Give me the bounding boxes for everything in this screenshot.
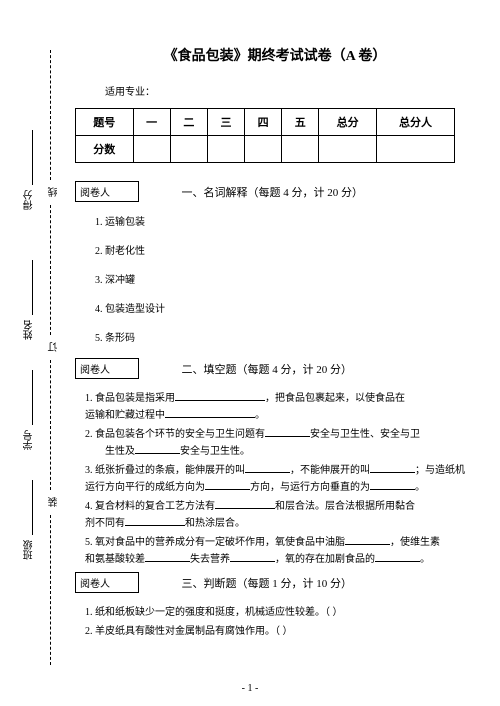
td[interactable] (319, 136, 377, 163)
side-underline (32, 260, 33, 315)
th: 题号 (76, 109, 134, 136)
marker-staple: 装 (47, 495, 62, 509)
side-underline (32, 480, 33, 535)
text: 。 (415, 482, 425, 493)
side-underline (32, 370, 33, 425)
grader-box[interactable]: 阅卷人 (75, 181, 139, 202)
td[interactable] (245, 136, 282, 163)
blank[interactable] (145, 551, 190, 562)
blank[interactable] (205, 479, 250, 490)
text: 。 (255, 410, 265, 421)
marker-line: 线 (47, 185, 62, 199)
side-label-name: 姓名 (22, 320, 37, 340)
subtitle: 适用专业： (75, 83, 475, 98)
td[interactable] (207, 136, 244, 163)
blank[interactable] (165, 407, 255, 418)
q1-3: 3. 深冲罐 (75, 271, 475, 290)
blank[interactable] (125, 515, 185, 526)
text: 安全与卫生性、安全与卫 (310, 429, 420, 440)
text: 运输和贮藏过程中 (85, 410, 165, 421)
q1-5: 5. 条形码 (75, 329, 475, 348)
side-label-class: 班级 (22, 540, 37, 560)
side-label-score: 得分 (22, 190, 37, 210)
section-3-title: 三、判断题（每题 1 分，计 10 分） (182, 575, 353, 591)
text: 。 (420, 554, 430, 565)
binding-sidebar: 线 订 装 得分 姓名 学号 班级 (0, 0, 70, 706)
blank[interactable] (370, 462, 415, 473)
text: 运行方向平行的成纸方向为 (85, 482, 205, 493)
th: 二 (170, 109, 207, 136)
text: 4. 复合材料的复合工艺方法有 (85, 501, 215, 512)
th: 四 (245, 109, 282, 136)
table-row: 分数 (76, 136, 455, 163)
blank[interactable] (345, 534, 390, 545)
text: ，氧的存在加剧食品的 (275, 554, 375, 565)
blank[interactable] (135, 443, 180, 454)
th: 总分 (319, 109, 377, 136)
text: 3. 纸张折叠过的条痕，能伸展开的叫 (85, 465, 245, 476)
q1-2: 2. 耐老化性 (75, 242, 475, 261)
dotted-segment (50, 515, 51, 665)
page-number: - 1 - (0, 683, 500, 694)
td[interactable] (376, 136, 454, 163)
text: ，不能伸展开的叫 (290, 465, 370, 476)
table-row: 题号 一 二 三 四 五 总分 总分人 (76, 109, 455, 136)
th: 五 (282, 109, 319, 136)
td[interactable] (282, 136, 319, 163)
side-label-id: 学号 (22, 430, 37, 450)
blank[interactable] (370, 479, 415, 490)
q2-1: 1. 食品包装是指采用 ，把食品包裹起来，以使食品在 运输和贮藏过程中 。 (75, 390, 475, 424)
q2-5: 5. 氧对食品中的营养成分有一定破坏作用，氧使食品中油脂 ，使维生素 和氨基酸较差… (75, 534, 475, 568)
text: 2. 食品包装各个环节的安全与卫生问题有 (85, 429, 265, 440)
th: 分数 (76, 136, 134, 163)
text: 和层合法。层合法根据所用黏合 (275, 501, 415, 512)
dotted-segment (50, 50, 51, 180)
text: ；与造纸机 (415, 465, 465, 476)
section-1-head: 阅卷人 一、名词解释（每题 4 分，计 20 分） (75, 181, 475, 205)
th: 总分人 (376, 109, 454, 136)
blank[interactable] (245, 462, 290, 473)
blank[interactable] (215, 498, 275, 509)
exam-title: 《食品包装》期终考试试卷（A 卷） (75, 45, 475, 65)
q1-1: 1. 运输包装 (75, 213, 475, 232)
score-table: 题号 一 二 三 四 五 总分 总分人 分数 (75, 108, 455, 163)
text: 安全与卫生性。 (180, 446, 250, 457)
td[interactable] (170, 136, 207, 163)
marker-bind: 订 (47, 340, 62, 354)
q2-4: 4. 复合材料的复合工艺方法有 和层合法。层合法根据所用黏合 剂不同有 和热涂层合。 (75, 498, 475, 532)
q3-1: 1. 纸和纸板缺少一定的强度和挺度，机械适应性较差。（ ） (75, 604, 475, 621)
text: 方向，与运行方向垂直的为 (250, 482, 370, 493)
section-1-title: 一、名词解释（每题 4 分，计 20 分） (182, 184, 364, 200)
th: 一 (133, 109, 170, 136)
grader-box[interactable]: 阅卷人 (75, 358, 139, 379)
section-2-head: 阅卷人 二、填空题（每题 4 分，计 20 分） (75, 358, 475, 382)
blank[interactable] (230, 551, 275, 562)
grader-box[interactable]: 阅卷人 (75, 572, 139, 593)
td[interactable] (133, 136, 170, 163)
blank[interactable] (175, 390, 265, 401)
main-content: 《食品包装》期终考试试卷（A 卷） 适用专业： 题号 一 二 三 四 五 总分 … (75, 45, 475, 642)
text: 5. 氧对食品中的营养成分有一定破坏作用，氧使食品中油脂 (85, 537, 345, 548)
text: 剂不同有 (85, 518, 125, 529)
side-underline (32, 130, 33, 185)
dotted-segment (50, 360, 51, 490)
section-2-title: 二、填空题（每题 4 分，计 20 分） (182, 361, 353, 377)
text: 生性及 (105, 446, 135, 457)
q1-4: 4. 包装造型设计 (75, 300, 475, 319)
text: ，使维生素 (390, 537, 440, 548)
q2-2: 2. 食品包装各个环节的安全与卫生问题有 安全与卫生性、安全与卫 生性及 安全与卫生… (75, 426, 475, 460)
text: ，把食品包裹起来，以使食品在 (265, 393, 405, 404)
th: 三 (207, 109, 244, 136)
text: 和热涂层合。 (185, 518, 245, 529)
text: 和氨基酸较差 (85, 554, 145, 565)
dotted-segment (50, 205, 51, 335)
text: 1. 食品包装是指采用 (85, 393, 175, 404)
blank[interactable] (265, 426, 310, 437)
section-3-head: 阅卷人 三、判断题（每题 1 分，计 10 分） (75, 572, 475, 596)
q2-3: 3. 纸张折叠过的条痕，能伸展开的叫 ，不能伸展开的叫 ；与造纸机 运行方向平行的成… (75, 462, 475, 496)
blank[interactable] (375, 551, 420, 562)
q3-2: 2. 羊皮纸具有酸性对金属制品有腐蚀作用。（ ） (75, 623, 475, 640)
text: 失去营养 (190, 554, 230, 565)
